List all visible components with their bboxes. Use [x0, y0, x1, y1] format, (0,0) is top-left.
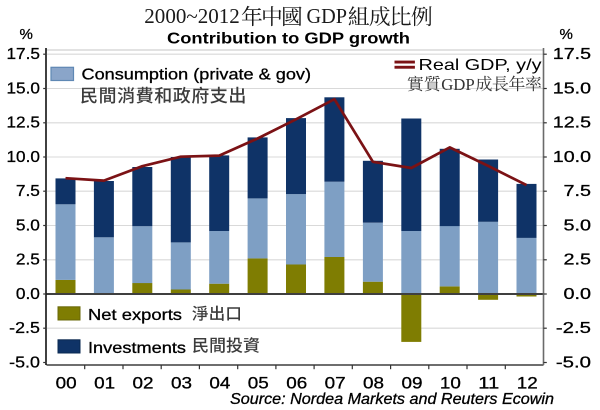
svg-text:03: 03: [171, 374, 192, 393]
svg-text:Consumption (private & gov): Consumption (private & gov): [82, 67, 312, 84]
svg-text:0.0: 0.0: [16, 286, 40, 303]
svg-text:-5.0: -5.0: [556, 354, 591, 371]
svg-text:Contribution to GDP growth: Contribution to GDP growth: [167, 31, 410, 48]
svg-text:%: %: [560, 26, 573, 43]
svg-text:-5.0: -5.0: [9, 354, 40, 371]
svg-text:08: 08: [363, 374, 384, 393]
svg-text:15.0: 15.0: [7, 80, 41, 97]
svg-text:01: 01: [94, 374, 115, 393]
svg-text:10: 10: [440, 374, 461, 393]
svg-text:2000~2012: 2000~2012: [144, 4, 240, 28]
svg-text:00: 00: [56, 374, 77, 393]
svg-text:06: 06: [286, 374, 307, 393]
svg-text:04: 04: [209, 374, 230, 393]
svg-text:5.0: 5.0: [16, 217, 40, 234]
svg-text:07: 07: [325, 374, 346, 393]
svg-text:Source: Nordea Markets and Reu: Source: Nordea Markets and Reuters Ecowi…: [230, 391, 554, 408]
svg-text:-2.5: -2.5: [556, 320, 591, 337]
svg-text:7.5: 7.5: [16, 183, 40, 200]
svg-text:-2.5: -2.5: [9, 320, 40, 337]
svg-text:12: 12: [517, 374, 538, 393]
svg-text:Investments: Investments: [88, 340, 186, 357]
svg-text:17.5: 17.5: [7, 46, 41, 63]
svg-text:15.0: 15.0: [553, 80, 591, 97]
svg-text:09: 09: [401, 374, 422, 393]
svg-text:10.0: 10.0: [7, 149, 41, 166]
svg-text:12.5: 12.5: [7, 115, 41, 132]
svg-text:%: %: [20, 26, 33, 43]
svg-text:2.5: 2.5: [16, 252, 40, 269]
svg-text:GDP: GDP: [441, 75, 475, 94]
svg-text:7.5: 7.5: [564, 183, 592, 200]
svg-text:2.5: 2.5: [564, 252, 592, 269]
svg-text:0.0: 0.0: [564, 286, 592, 303]
svg-text:17.5: 17.5: [553, 46, 591, 63]
svg-text:02: 02: [133, 374, 154, 393]
svg-text:11: 11: [478, 374, 499, 393]
svg-text:Real GDP, y/y: Real GDP, y/y: [419, 57, 542, 74]
svg-text:Net exports: Net exports: [88, 307, 182, 324]
svg-text:05: 05: [248, 374, 269, 393]
svg-text:5.0: 5.0: [564, 217, 592, 234]
svg-text:10.0: 10.0: [553, 149, 591, 166]
svg-text:GDP: GDP: [307, 4, 348, 28]
svg-text:12.5: 12.5: [553, 115, 591, 132]
